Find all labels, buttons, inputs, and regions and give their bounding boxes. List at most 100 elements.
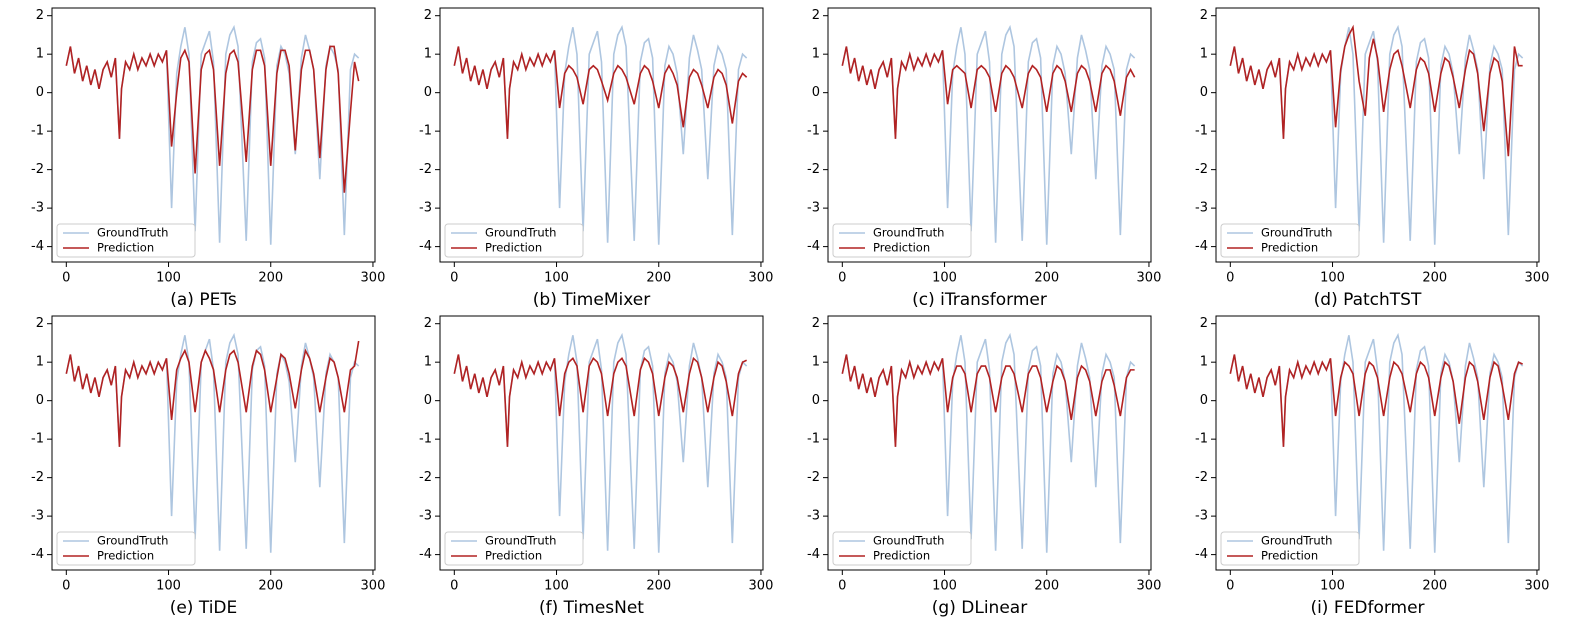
x-tick-label: 100 bbox=[932, 271, 957, 286]
y-tick-label: -4 bbox=[31, 547, 44, 562]
series-line bbox=[841, 332, 1136, 553]
y-tick-label: 1 bbox=[812, 47, 820, 62]
y-tick-label: 0 bbox=[36, 85, 44, 100]
subplot-caption: (b) TimeMixer bbox=[533, 290, 650, 310]
x-tick-label: 0 bbox=[1226, 579, 1234, 594]
y-tick-label: 2 bbox=[1200, 8, 1208, 23]
legend-label: Prediction bbox=[1261, 241, 1318, 255]
x-tick-label: 200 bbox=[646, 271, 671, 286]
y-tick-label: 2 bbox=[36, 8, 44, 23]
legend-label: Prediction bbox=[485, 241, 542, 255]
y-tick-label: 1 bbox=[424, 47, 432, 62]
y-tick-label: 1 bbox=[812, 355, 820, 370]
x-tick-label: 200 bbox=[646, 579, 671, 594]
legend-box bbox=[56, 223, 196, 258]
y-tick-label: -4 bbox=[419, 547, 432, 562]
series-line bbox=[1229, 24, 1524, 245]
legend-box bbox=[832, 223, 972, 258]
y-tick-label: -4 bbox=[807, 547, 820, 562]
series-line bbox=[65, 24, 360, 245]
series-line bbox=[453, 24, 748, 245]
legend-label: Prediction bbox=[873, 549, 930, 563]
legend-label: GroundTruth bbox=[97, 226, 168, 240]
y-tick-label: 0 bbox=[424, 393, 432, 408]
y-tick-label: -1 bbox=[1195, 124, 1208, 139]
legend-label: GroundTruth bbox=[485, 226, 556, 240]
axes-frame bbox=[827, 7, 1152, 263]
x-tick-label: 300 bbox=[361, 579, 386, 594]
x-tick-label: 300 bbox=[1137, 271, 1162, 286]
y-tick-label: 1 bbox=[1200, 355, 1208, 370]
x-tick-label: 300 bbox=[749, 271, 774, 286]
y-tick-label: 2 bbox=[36, 316, 44, 331]
legend-box bbox=[1220, 531, 1360, 566]
legend-label: GroundTruth bbox=[97, 534, 168, 548]
subplot: -4 -3 -2 -1 0 1 2 0 100 200 300 (g) DLinear GroundTr… bbox=[807, 315, 1161, 618]
legend-label: Prediction bbox=[873, 241, 930, 255]
legend-box bbox=[444, 223, 584, 258]
legend-box bbox=[832, 531, 972, 566]
y-tick-label: 1 bbox=[1200, 47, 1208, 62]
y-tick-label: -3 bbox=[31, 201, 44, 216]
series-line bbox=[65, 45, 360, 193]
y-tick-label: -4 bbox=[419, 239, 432, 254]
x-tick-label: 0 bbox=[62, 579, 70, 594]
series-line bbox=[65, 340, 360, 447]
y-tick-label: 0 bbox=[1200, 85, 1208, 100]
y-tick-label: -3 bbox=[419, 509, 432, 524]
series-line bbox=[1229, 332, 1524, 553]
y-tick-label: -4 bbox=[31, 239, 44, 254]
series-line bbox=[453, 332, 748, 553]
y-tick-label: -2 bbox=[807, 162, 820, 177]
y-tick-label: -1 bbox=[419, 124, 432, 139]
y-tick-label: -4 bbox=[807, 239, 820, 254]
x-tick-label: 300 bbox=[1525, 271, 1550, 286]
legend-label: GroundTruth bbox=[1261, 226, 1332, 240]
legend-label: Prediction bbox=[97, 241, 154, 255]
subplot-caption: (f) TimesNet bbox=[539, 598, 644, 618]
y-tick-label: -4 bbox=[1195, 239, 1208, 254]
legend-label: GroundTruth bbox=[485, 534, 556, 548]
y-tick-label: 2 bbox=[424, 316, 432, 331]
legend-label: GroundTruth bbox=[873, 226, 944, 240]
y-tick-label: -2 bbox=[31, 470, 44, 485]
x-tick-label: 300 bbox=[749, 579, 774, 594]
x-tick-label: 0 bbox=[1226, 271, 1234, 286]
x-tick-label: 0 bbox=[838, 579, 846, 594]
x-tick-label: 200 bbox=[1422, 271, 1447, 286]
subplot-caption: (c) iTransformer bbox=[912, 290, 1047, 310]
x-tick-label: 0 bbox=[450, 579, 458, 594]
y-tick-label: -3 bbox=[1195, 509, 1208, 524]
series-line bbox=[841, 354, 1135, 447]
y-tick-label: 2 bbox=[424, 8, 432, 23]
legend-label: Prediction bbox=[1261, 549, 1318, 563]
series-line bbox=[1229, 354, 1523, 447]
y-tick-label: -1 bbox=[31, 124, 44, 139]
axes-frame bbox=[1215, 315, 1540, 571]
y-tick-label: -2 bbox=[419, 162, 432, 177]
y-tick-label: -1 bbox=[31, 432, 44, 447]
x-tick-label: 0 bbox=[62, 271, 70, 286]
y-tick-label: -3 bbox=[31, 509, 44, 524]
x-tick-label: 200 bbox=[1034, 271, 1059, 286]
subplot-caption: (g) DLinear bbox=[932, 598, 1027, 618]
x-tick-label: 100 bbox=[1320, 271, 1345, 286]
y-tick-label: 1 bbox=[424, 355, 432, 370]
y-tick-label: -2 bbox=[1195, 470, 1208, 485]
legend-box bbox=[444, 531, 584, 566]
x-tick-label: 100 bbox=[932, 579, 957, 594]
legend-label: GroundTruth bbox=[873, 534, 944, 548]
y-tick-label: 0 bbox=[36, 393, 44, 408]
y-tick-label: -1 bbox=[807, 124, 820, 139]
x-tick-label: 100 bbox=[1320, 579, 1345, 594]
x-tick-label: 300 bbox=[1525, 579, 1550, 594]
y-tick-label: 1 bbox=[36, 355, 44, 370]
subplot: -4 -3 -2 -1 0 1 2 0 100 200 300 (e) TiDE GroundTruth… bbox=[31, 315, 386, 618]
y-tick-label: 0 bbox=[424, 85, 432, 100]
x-tick-label: 200 bbox=[1034, 579, 1059, 594]
legend-label: Prediction bbox=[485, 549, 542, 563]
subplot: -4 -3 -2 -1 0 1 2 0 100 200 300 (i) FEDformer Ground… bbox=[1195, 315, 1550, 618]
y-tick-label: -3 bbox=[807, 509, 820, 524]
